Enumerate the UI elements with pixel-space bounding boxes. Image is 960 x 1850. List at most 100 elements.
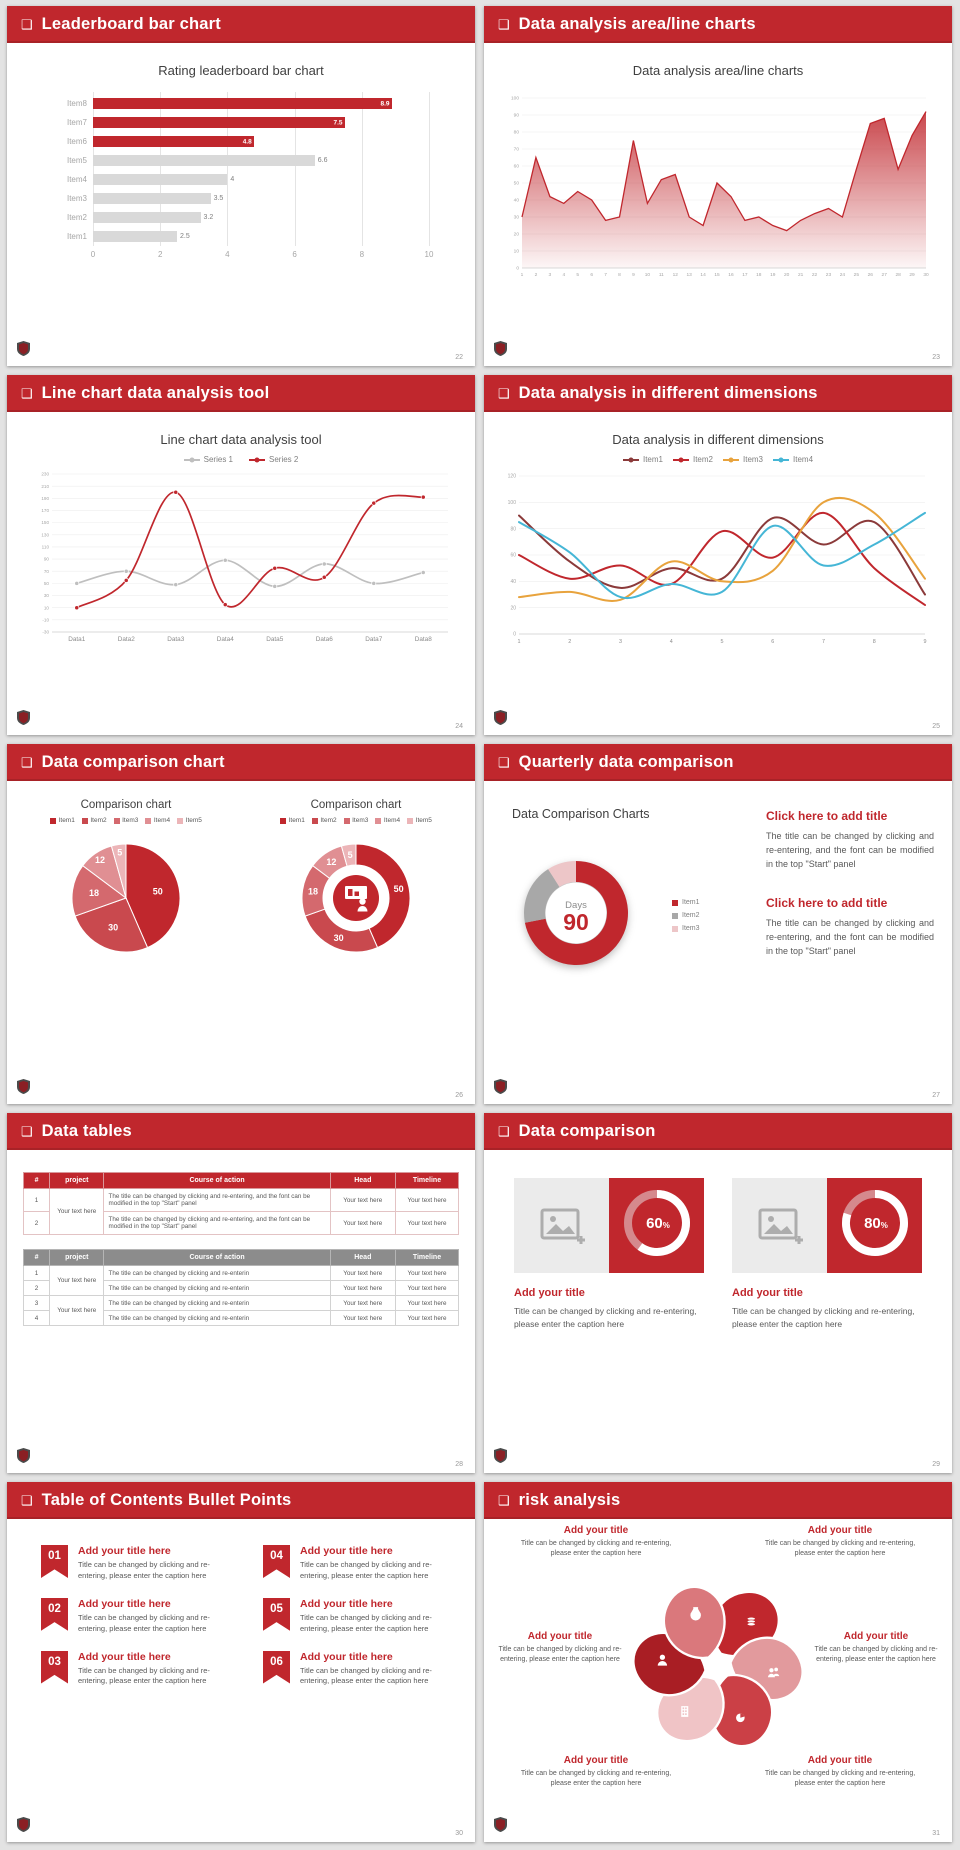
slide-risk-analysis[interactable]: ❑ risk analysis Add your title Title can… xyxy=(484,1482,952,1842)
slide-title: Data analysis in different dimensions xyxy=(518,384,818,402)
slide-title: Line chart data analysis tool xyxy=(41,384,270,402)
slide-area-line-charts[interactable]: ❑ Data analysis area/line charts Data an… xyxy=(484,6,952,366)
svg-text:50: 50 xyxy=(514,181,520,187)
legend-item: Item1 xyxy=(672,899,700,906)
block-title: Click here to add title xyxy=(766,809,888,823)
slide-data-tables[interactable]: ❑ Data tables # project Course of action… xyxy=(7,1113,475,1473)
slide-title-bar: ❑ risk analysis xyxy=(484,1482,952,1519)
risk-title: Add your title xyxy=(527,1631,593,1642)
toc-item: 01 Add your title here Title can be chang… xyxy=(41,1545,219,1582)
toc-number-badge: 05 xyxy=(263,1597,290,1631)
legend-item: Item4 xyxy=(145,817,170,824)
image-placeholder xyxy=(732,1178,827,1273)
legend-item: Item2 xyxy=(81,817,107,824)
pie-chart: 50 30 18 12 5 xyxy=(13,824,239,968)
slide-title: Data comparison chart xyxy=(41,753,225,771)
svg-text:40: 40 xyxy=(510,579,516,585)
svg-text:19: 19 xyxy=(770,272,776,278)
column-header: Course of action xyxy=(103,1249,331,1266)
svg-text:80: 80 xyxy=(510,526,516,532)
progress-ring-80: 80% xyxy=(835,1183,915,1268)
svg-text:30: 30 xyxy=(334,933,344,943)
column-header: # xyxy=(22,1172,51,1189)
slide-toc-bullet-points[interactable]: ❑ Table of Contents Bullet Points 01 Add… xyxy=(7,1482,475,1842)
risk-item: Add your title Title can be changed by c… xyxy=(510,1525,682,1559)
toc-item: 05 Add your title here Title can be chang… xyxy=(263,1597,441,1635)
toc-number-badge: 03 xyxy=(41,1650,68,1684)
chart-title: Line chart data analysis tool xyxy=(160,432,322,447)
slide-dimensions-line-chart[interactable]: ❑ Data analysis in different dimensions … xyxy=(484,375,952,735)
svg-text:12: 12 xyxy=(95,855,105,865)
slide-data-comparison-chart[interactable]: ❑ Data comparison chart Comparison chart… xyxy=(7,744,475,1104)
text-block: Click here to add title The title can be… xyxy=(766,809,934,872)
risk-item: Add your title Title can be changed by c… xyxy=(488,1631,632,1665)
toc-caption: Title can be changed by clicking and re-… xyxy=(78,1612,210,1633)
risk-item: Add your title Title can be changed by c… xyxy=(754,1525,926,1559)
toc-title: Add your title here xyxy=(78,1597,171,1610)
legend-item: Item1 xyxy=(280,817,305,824)
risk-item: Add your title Title can be changed by c… xyxy=(804,1631,948,1665)
header-bullet-icon: ❑ xyxy=(21,386,33,401)
svg-text:60: 60 xyxy=(514,164,520,170)
progress-ring: 60% xyxy=(623,1190,690,1256)
column-header: Course of action xyxy=(103,1172,331,1189)
header-bullet-icon: ❑ xyxy=(21,17,33,32)
svg-text:30: 30 xyxy=(514,215,520,221)
svg-text:230: 230 xyxy=(41,472,49,477)
toc-item: 03 Add your title here Title can be chang… xyxy=(41,1650,219,1688)
header-bullet-icon: ❑ xyxy=(498,755,510,770)
slide-leaderboard-bar-chart[interactable]: ❑ Leaderboard bar chart Rating leaderboa… xyxy=(7,6,475,366)
cell: 1 xyxy=(22,1265,51,1281)
svg-text:Days: Days xyxy=(565,900,587,911)
risk-item: Add your title Title can be changed by c… xyxy=(510,1755,682,1789)
svg-text:70: 70 xyxy=(44,569,50,574)
slide-line-chart-tool[interactable]: ❑ Line chart data analysis tool Line cha… xyxy=(7,375,475,735)
svg-text:2: 2 xyxy=(535,272,538,278)
header-bullet-icon: ❑ xyxy=(21,1493,33,1508)
svg-text:15: 15 xyxy=(714,272,720,278)
cell: 2 xyxy=(22,1211,51,1235)
block-body: The title can be changed by clicking and… xyxy=(766,831,934,869)
table-row: 3 Your text here The title can be change… xyxy=(22,1295,460,1326)
slide-title-bar: ❑ Line chart data analysis tool xyxy=(7,375,475,412)
svg-text:20: 20 xyxy=(514,232,520,238)
risk-title: Add your title xyxy=(563,1755,629,1766)
cell: The title can be changed by clicking and… xyxy=(103,1280,331,1296)
svg-text:90: 90 xyxy=(44,557,50,562)
toc-number-badge: 01 xyxy=(41,1545,68,1578)
slide-title: Table of Contents Bullet Points xyxy=(41,1491,292,1509)
slide-title: Data analysis area/line charts xyxy=(518,15,756,33)
svg-text:Data8: Data8 xyxy=(415,636,432,643)
svg-text:30: 30 xyxy=(44,593,50,598)
data-table-gray: # project Course of action Head Timeline… xyxy=(22,1249,460,1326)
svg-text:150: 150 xyxy=(41,520,49,525)
cell: Your text here xyxy=(49,1188,105,1235)
header-bullet-icon: ❑ xyxy=(498,1493,510,1508)
table-row: 2 The title can be changed by clicking a… xyxy=(22,1211,460,1235)
slide-data-comparison-cards[interactable]: ❑ Data comparison 60% xyxy=(484,1113,952,1473)
four-series-line-chart: 0 20 40 60 80 100 120 1 2 3 4 5 6 7 8 9 xyxy=(484,468,952,650)
svg-text:-30: -30 xyxy=(42,630,49,635)
pie-chart: 50 30 18 12 5 xyxy=(71,843,181,953)
toc-number-badge: 02 xyxy=(41,1597,68,1631)
header-bullet-icon: ❑ xyxy=(21,755,33,770)
svg-text:9: 9 xyxy=(632,272,635,278)
legend-item: Item5 xyxy=(407,817,432,824)
svg-text:3: 3 xyxy=(619,639,622,645)
slide-quarterly-data-comparison[interactable]: ❑ Quarterly data comparison Data Compari… xyxy=(484,744,952,1104)
svg-text:110: 110 xyxy=(42,545,50,550)
chart-legend: Item1 Item2 Item3 xyxy=(672,899,700,932)
toc-number-badge: 06 xyxy=(263,1650,290,1684)
risk-caption: Title can be changed by clicking and re-… xyxy=(520,1540,672,1557)
card-title: Add your title xyxy=(514,1287,585,1299)
slide-title: Quarterly data comparison xyxy=(518,753,734,771)
svg-text:12: 12 xyxy=(326,857,336,867)
risk-caption: Title can be changed by clicking and re-… xyxy=(764,1540,916,1557)
svg-text:16: 16 xyxy=(728,272,734,278)
svg-text:190: 190 xyxy=(41,496,49,501)
toc-caption: Title can be changed by clicking and re-… xyxy=(300,1665,432,1686)
column-header: project xyxy=(49,1172,105,1189)
svg-text:1: 1 xyxy=(521,272,524,278)
table-row: 2 The title can be changed by clicking a… xyxy=(22,1280,460,1296)
